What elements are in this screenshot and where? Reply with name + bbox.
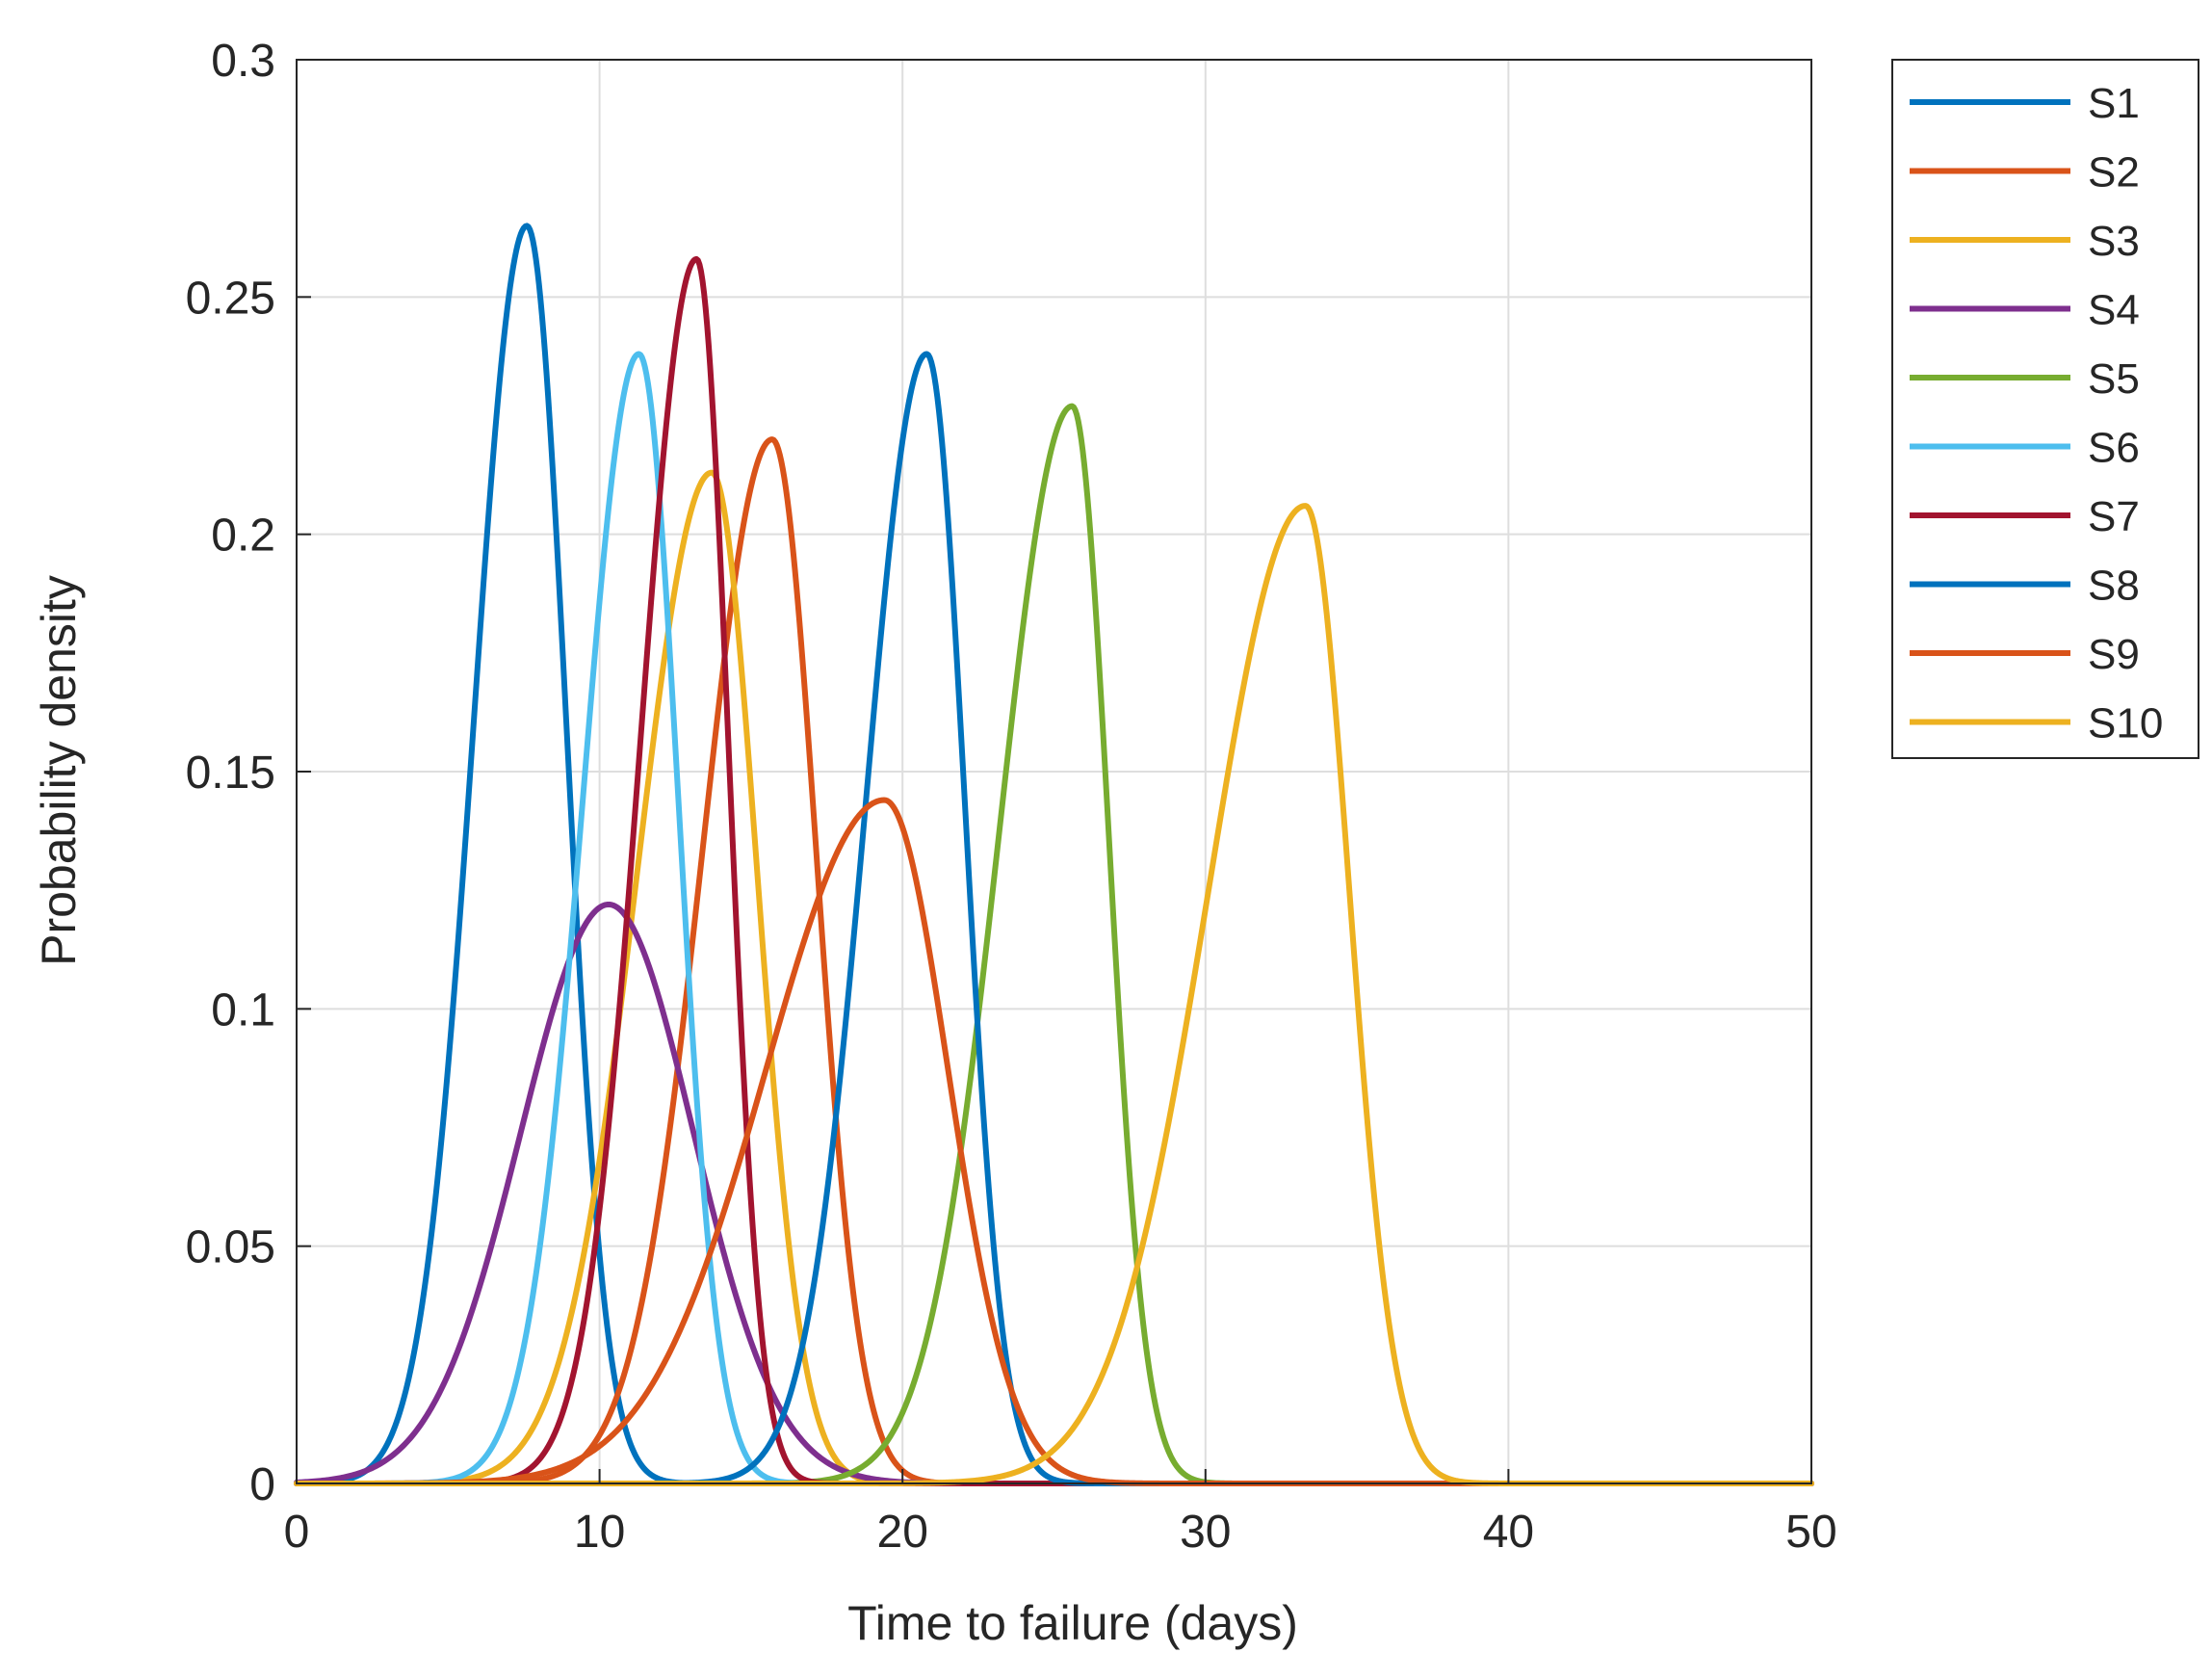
y-tick-label: 0.2 [211, 511, 275, 562]
legend-label-s3: S3 [2088, 218, 2140, 265]
y-tick-label: 0.05 [186, 1222, 275, 1273]
x-tick-label: 10 [574, 1507, 625, 1558]
legend-label-s4: S4 [2088, 287, 2140, 334]
x-tick-label: 50 [1785, 1507, 1836, 1558]
legend-label-s8: S8 [2088, 563, 2140, 610]
y-tick-label: 0.3 [211, 36, 275, 87]
y-tick-label: 0.1 [211, 984, 275, 1036]
legend-label-s10: S10 [2088, 700, 2163, 748]
legend-entries: S1 S2 S3 S4 S5 S6 S7 S8 S9 S10 [1910, 80, 2163, 748]
x-tick-label: 40 [1483, 1507, 1534, 1558]
x-tick-label: 30 [1180, 1507, 1231, 1558]
legend-label-s7: S7 [2088, 493, 2140, 540]
legend-label-s9: S9 [2088, 631, 2140, 678]
y-tick-label: 0 [249, 1459, 275, 1510]
y-tick-label: 0.25 [186, 273, 275, 324]
x-tick-label: 0 [284, 1507, 310, 1558]
y-axis-label: Probability density [32, 575, 86, 966]
y-tick-label: 0.15 [186, 748, 275, 799]
x-tick-label: 20 [877, 1507, 928, 1558]
ticks: 0 10 20 30 40 50 0 0.05 0.1 0.15 0.2 0.25 0.3 [186, 36, 1837, 1558]
legend-label-s2: S2 [2088, 149, 2140, 197]
x-axis-label: Time to failure (days) [847, 1596, 1298, 1650]
legend-box [1891, 59, 2199, 759]
legend: S1 S2 S3 S4 S5 S6 S7 S8 S9 S10 [1891, 59, 2199, 759]
legend-label-s1: S1 [2088, 80, 2140, 127]
legend-label-s5: S5 [2088, 355, 2140, 403]
legend-label-s6: S6 [2088, 425, 2140, 472]
